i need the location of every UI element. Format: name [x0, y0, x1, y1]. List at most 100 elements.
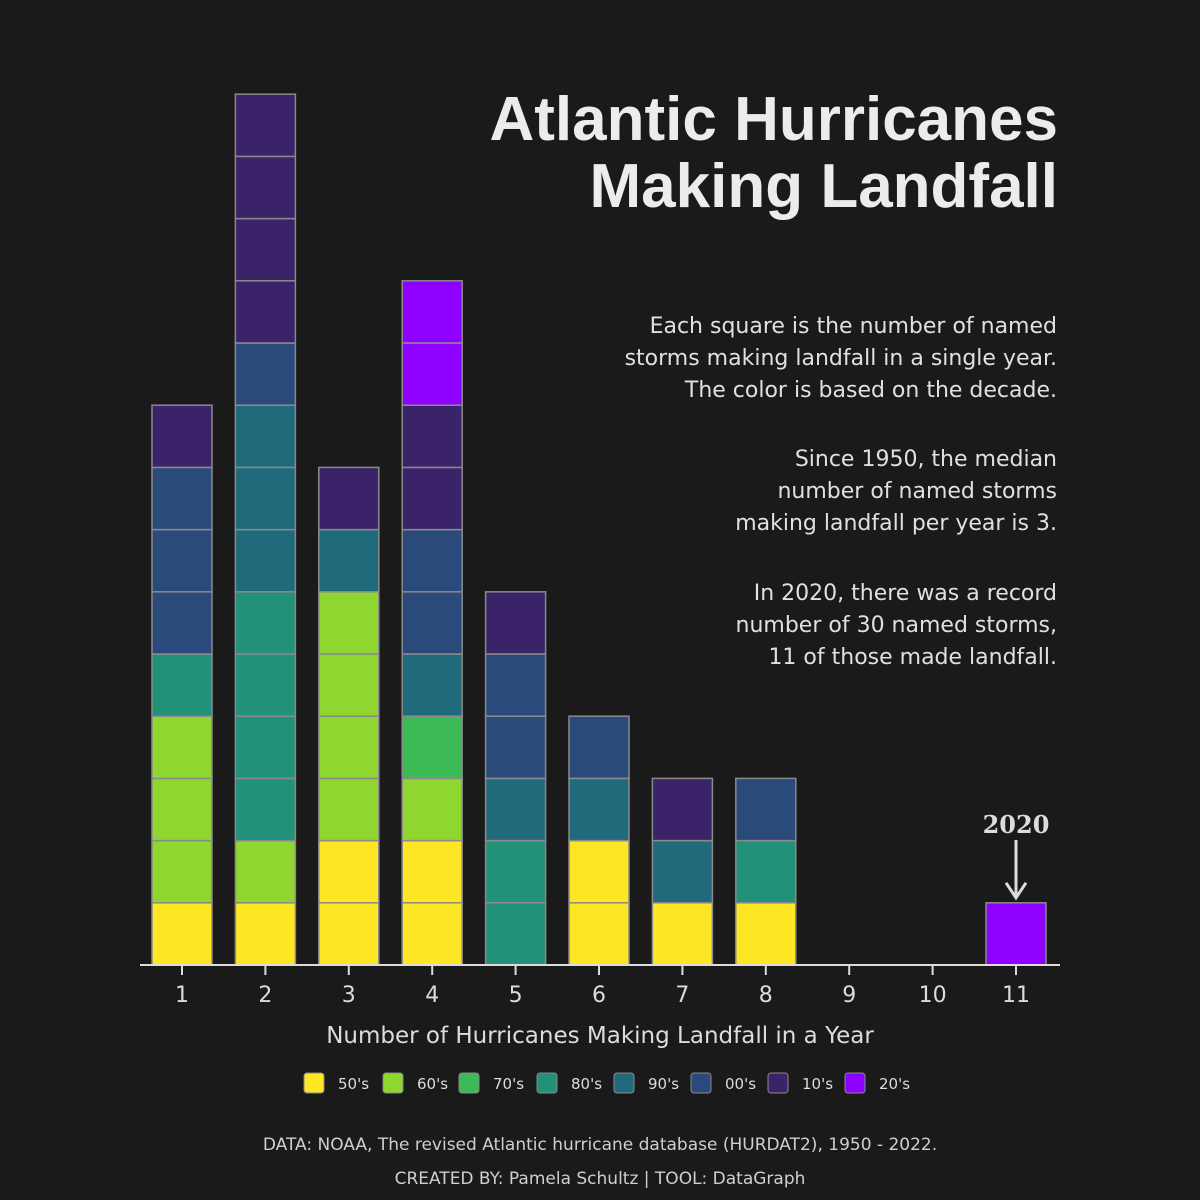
legend-label-5: 90's — [648, 1075, 679, 1093]
bar-square-3-5 — [318, 653, 380, 717]
legend-swatch-6 — [690, 1072, 712, 1094]
bar-square-3-7 — [318, 528, 380, 593]
x-axis-title: Number of Hurricanes Making Landfall in … — [326, 1023, 874, 1049]
legend-label-1: 50's — [338, 1075, 369, 1093]
bar-square-4-7 — [401, 528, 463, 593]
x-tick-label-5: 5 — [509, 983, 523, 1008]
bar-square-2-2 — [234, 839, 297, 904]
bar-square-5-5 — [484, 653, 547, 717]
chart-title-line-1: Atlantic Hurricanes — [489, 85, 1058, 154]
bar-square-2-6 — [234, 591, 297, 655]
note-2-line-1: Since 1950, the median — [795, 447, 1057, 472]
bar-square-2-10 — [234, 342, 297, 406]
bar-square-4-5 — [401, 653, 463, 717]
note-3-line-1: In 2020, there was a record — [754, 581, 1057, 606]
bar-square-3-4 — [318, 715, 380, 780]
bar-square-5-3 — [484, 777, 547, 842]
chart-title-line-2: Making Landfall — [590, 152, 1058, 221]
bar-square-2-13 — [234, 155, 297, 220]
bar-square-7-1 — [651, 902, 714, 966]
legend-swatch-3 — [458, 1072, 480, 1094]
annotation-group: 2020 — [983, 810, 1050, 901]
bar-square-7-3 — [651, 777, 714, 842]
note-1-line-3: The color is based on the decade. — [684, 378, 1057, 403]
bar-square-2-5 — [234, 653, 297, 717]
bar-square-6-1 — [568, 902, 630, 966]
note-3-line-3: 11 of those made landfall. — [768, 645, 1057, 670]
note-2-line-3: making landfall per year is 3. — [735, 511, 1057, 536]
legend-swatch-5 — [613, 1072, 635, 1094]
legend-swatch-4 — [536, 1072, 558, 1094]
note-1-line-2: storms making landfall in a single year. — [625, 346, 1057, 371]
bar-square-3-2 — [318, 839, 380, 904]
x-tick-label-2: 2 — [258, 983, 272, 1008]
bar-square-3-1 — [318, 902, 380, 966]
x-tick-label-7: 7 — [675, 983, 689, 1008]
bar-square-6-4 — [568, 715, 630, 780]
credit-line-2: CREATED BY: Pamela Schultz | TOOL: DataG… — [395, 1169, 806, 1189]
bar-square-4-2 — [401, 839, 463, 904]
x-tick-label-6: 6 — [592, 983, 606, 1008]
bar-square-1-8 — [151, 466, 213, 531]
x-tick-label-8: 8 — [759, 983, 773, 1008]
bar-square-8-1 — [735, 902, 797, 966]
bar-square-4-8 — [401, 466, 463, 531]
bar-square-2-8 — [234, 466, 297, 531]
bar-square-1-1 — [151, 902, 213, 966]
bar-square-1-5 — [151, 653, 213, 717]
x-tick-label-1: 1 — [175, 983, 189, 1008]
legend-swatch-8 — [844, 1072, 866, 1094]
legend-label-6: 00's — [725, 1075, 756, 1093]
bar-square-2-12 — [234, 217, 297, 282]
x-tick-label-11: 11 — [1002, 983, 1030, 1008]
arrow-down-icon — [1004, 881, 1028, 901]
x-tick-label-9: 9 — [842, 983, 856, 1008]
legend-label-4: 80's — [571, 1075, 602, 1093]
bar-square-5-2 — [484, 839, 547, 904]
bar-square-4-10 — [401, 342, 463, 406]
x-tick-label-10: 10 — [919, 983, 947, 1008]
x-tick-label-3: 3 — [342, 983, 356, 1008]
legend-swatch-2 — [382, 1072, 404, 1094]
bar-square-11-1 — [985, 902, 1047, 966]
legend-label-7: 10's — [802, 1075, 833, 1093]
bar-square-2-7 — [234, 528, 297, 593]
bar-square-2-1 — [234, 902, 297, 966]
bar-square-5-6 — [484, 591, 547, 655]
bar-square-2-11 — [234, 280, 297, 344]
bar-square-2-14 — [234, 93, 297, 158]
bar-square-2-9 — [234, 404, 297, 469]
bar-square-6-3 — [568, 777, 630, 842]
bar-square-5-4 — [484, 715, 547, 780]
note-3-line-2: number of 30 named storms, — [736, 613, 1057, 638]
legend-label-8: 20's — [879, 1075, 910, 1093]
annotation-label: 2020 — [983, 810, 1050, 839]
bar-square-2-3 — [234, 777, 297, 842]
bars-group — [151, 93, 1047, 966]
note-1-line-1: Each square is the number of named — [650, 314, 1057, 339]
bar-square-5-1 — [484, 902, 547, 966]
bar-square-8-3 — [735, 777, 797, 842]
x-tick-label-4: 4 — [425, 983, 439, 1008]
bar-square-4-1 — [401, 902, 463, 966]
credit-line-1: DATA: NOAA, The revised Atlantic hurrica… — [263, 1135, 937, 1155]
bar-square-6-2 — [568, 839, 630, 904]
bar-square-1-7 — [151, 528, 213, 593]
bar-square-3-3 — [318, 777, 380, 842]
bar-square-4-9 — [401, 404, 463, 469]
legend-swatch-7 — [767, 1072, 789, 1094]
bar-square-1-3 — [151, 777, 213, 842]
bar-square-8-2 — [735, 839, 797, 904]
bar-square-4-4 — [401, 715, 463, 780]
bar-square-1-4 — [151, 715, 213, 780]
note-2-line-2: number of named storms — [777, 479, 1057, 504]
bar-square-2-4 — [234, 715, 297, 780]
x-axis: 1 2 3 4 5 6 7 8 9 10 11 Number of Hurricanes Making… — [140, 964, 1060, 1049]
legend-label-3: 70's — [493, 1075, 524, 1093]
bar-square-4-11 — [401, 280, 463, 344]
legend-swatch-1 — [303, 1072, 325, 1094]
legend-label-2: 60's — [417, 1075, 448, 1093]
bar-square-1-2 — [151, 839, 213, 904]
